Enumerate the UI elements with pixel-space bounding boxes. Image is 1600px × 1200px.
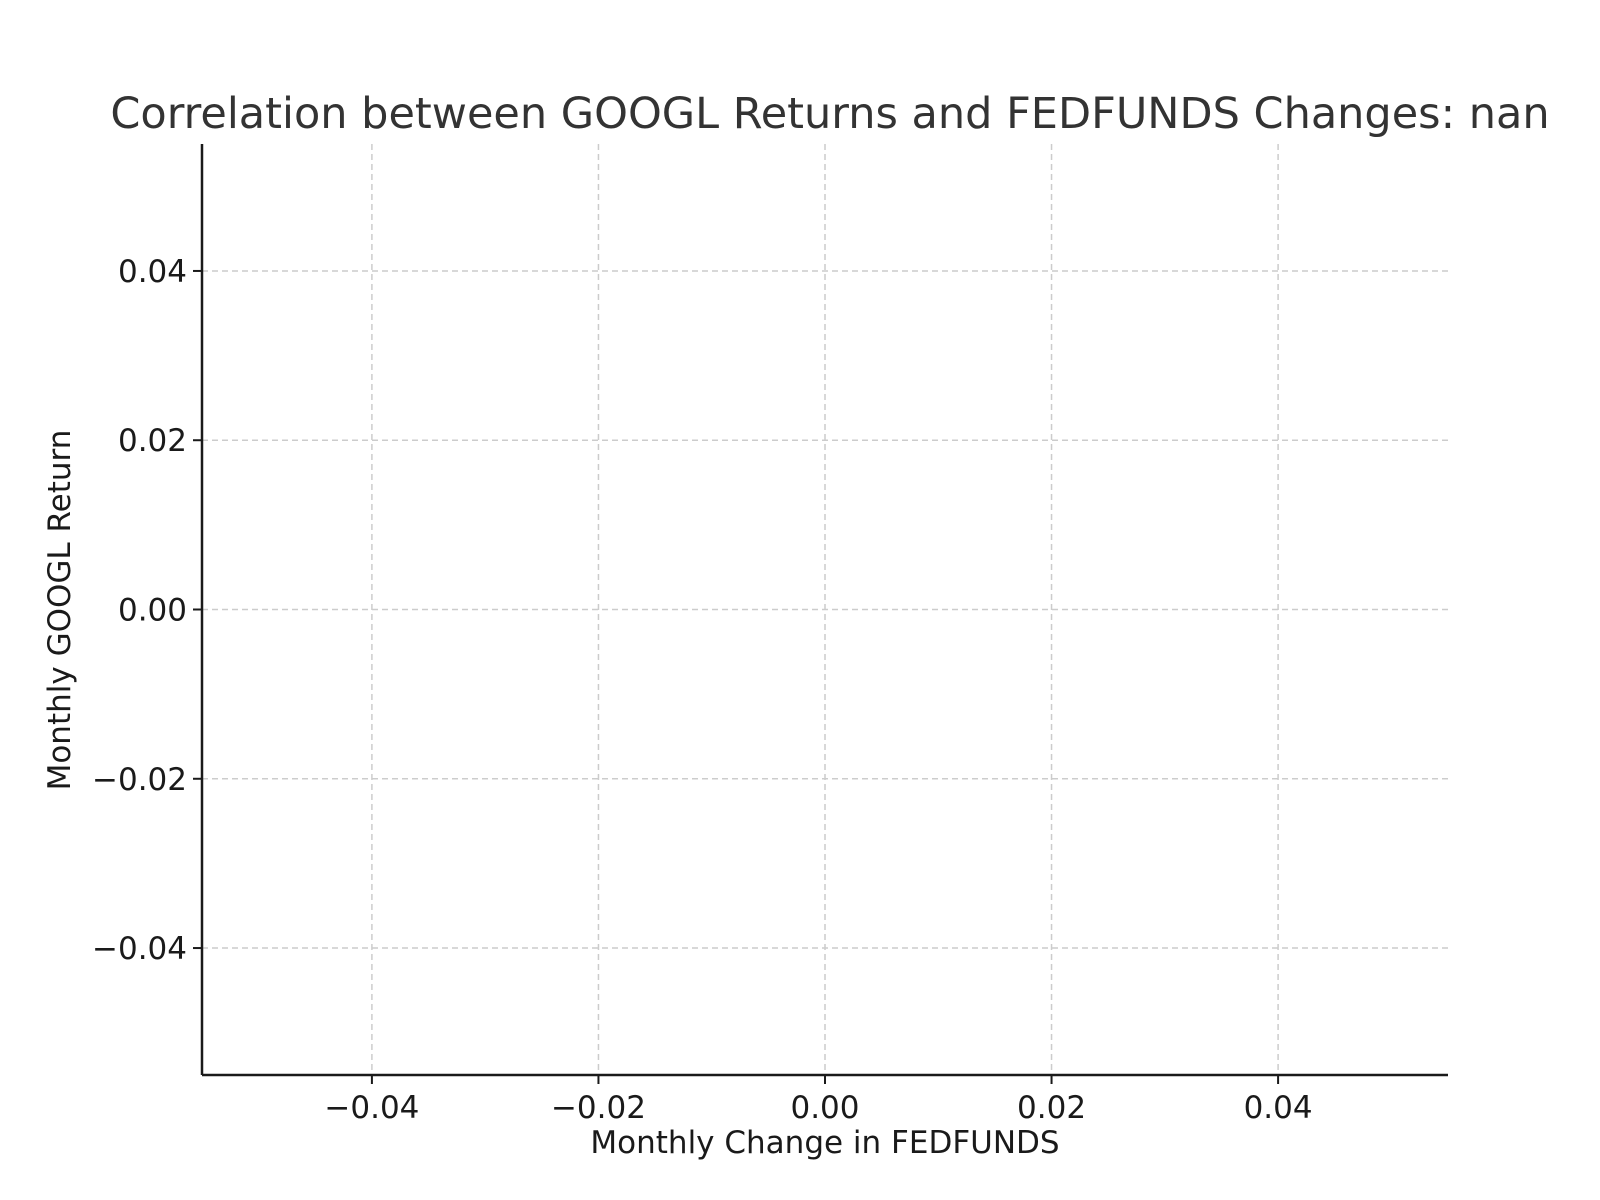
y-tick-label: −0.02	[92, 762, 187, 798]
y-axis-ticks: 0.04 0.02 0.00 −0.02 −0.04	[92, 254, 202, 967]
chart-title: Correlation between GOOGL Returns and FE…	[110, 89, 1549, 139]
x-tick-label: 0.04	[1244, 1090, 1313, 1126]
y-tick-label: 0.02	[118, 423, 187, 459]
x-axis-label: Monthly Change in FEDFUNDS	[590, 1125, 1059, 1161]
y-tick-label: 0.04	[118, 254, 187, 290]
y-axis-label: Monthly GOOGL Return	[42, 430, 78, 791]
x-axis-ticks: −0.04 −0.02 0.00 0.02 0.04	[324, 1075, 1313, 1126]
x-tick-label: −0.02	[551, 1090, 646, 1126]
grid	[202, 144, 1448, 1075]
y-tick-label: −0.04	[92, 931, 187, 967]
x-tick-label: 0.00	[790, 1090, 859, 1126]
x-tick-label: −0.04	[324, 1090, 419, 1126]
y-tick-label: 0.00	[118, 593, 187, 629]
x-tick-label: 0.02	[1017, 1090, 1086, 1126]
